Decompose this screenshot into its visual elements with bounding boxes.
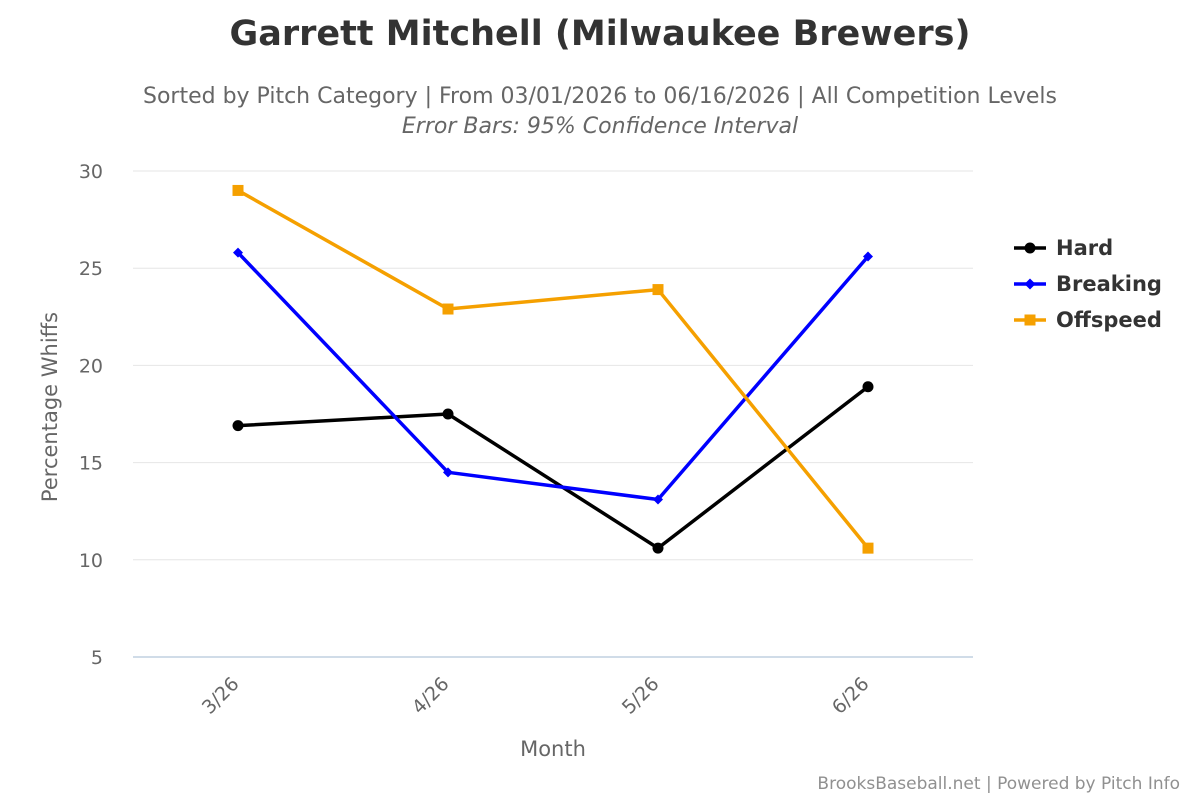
legend[interactable]: Hard Breaking Offspeed <box>1014 236 1162 332</box>
y-axis-ticks: 5 10 15 20 25 30 <box>79 161 103 669</box>
y-tick-label: 5 <box>91 647 103 669</box>
data-point-offspeed <box>862 542 874 554</box>
data-point-offspeed <box>442 303 454 315</box>
legend-item-hard[interactable]: Hard <box>1014 236 1113 260</box>
data-point-hard <box>232 420 244 432</box>
x-tick-label: 5/26 <box>618 673 664 719</box>
series-line-hard <box>236 385 870 550</box>
data-point-breaking <box>233 247 243 258</box>
data-point-offspeed <box>232 184 244 196</box>
credits[interactable]: BrooksBaseball.net | Powered by Pitch In… <box>817 774 1180 794</box>
y-tick-label: 15 <box>79 453 103 475</box>
x-tick-label: 4/26 <box>408 673 454 719</box>
chart-subtitle: Sorted by Pitch Category | From 03/01/20… <box>0 82 1200 142</box>
data-point-hard <box>442 408 454 420</box>
legend-label-hard: Hard <box>1056 236 1113 260</box>
chart-subtitle-line1: Sorted by Pitch Category | From 03/01/20… <box>142 84 1057 109</box>
series-line-offspeed <box>236 188 870 550</box>
series-hard <box>232 381 874 554</box>
series-group <box>232 184 874 554</box>
x-tick-label: 3/26 <box>198 673 244 719</box>
legend-item-offspeed[interactable]: Offspeed <box>1014 308 1162 332</box>
data-point-hard <box>652 542 664 554</box>
x-axis-label: Month <box>520 737 586 761</box>
y-tick-label: 20 <box>79 355 103 377</box>
legend-label-offspeed: Offspeed <box>1056 308 1162 332</box>
x-axis-ticks: 3/26 4/26 5/26 6/26 <box>198 673 874 719</box>
y-tick-label: 25 <box>79 258 103 280</box>
grid-lines <box>133 170 973 658</box>
data-point-hard <box>862 381 874 393</box>
legend-marker-offspeed <box>1024 314 1036 326</box>
data-point-breaking <box>443 467 453 478</box>
data-point-offspeed <box>652 284 664 296</box>
y-tick-label: 10 <box>79 550 103 572</box>
data-point-breaking <box>653 494 663 505</box>
chart-title: Garrett Mitchell (Milwaukee Brewers) <box>229 14 971 54</box>
series-offspeed <box>232 184 874 554</box>
legend-marker-hard <box>1024 242 1036 254</box>
data-point-breaking <box>863 251 873 262</box>
series-breaking <box>233 247 873 505</box>
legend-marker-breaking <box>1024 278 1036 290</box>
chart-subtitle-line2: Error Bars: 95% Confidence Interval <box>401 114 799 139</box>
legend-item-breaking[interactable]: Breaking <box>1014 272 1162 296</box>
series-line-breaking <box>236 250 870 502</box>
y-axis-label: Percentage Whiffs <box>38 312 62 502</box>
x-tick-label: 6/26 <box>828 673 874 719</box>
y-tick-label: 30 <box>79 161 103 183</box>
legend-label-breaking: Breaking <box>1056 272 1162 296</box>
